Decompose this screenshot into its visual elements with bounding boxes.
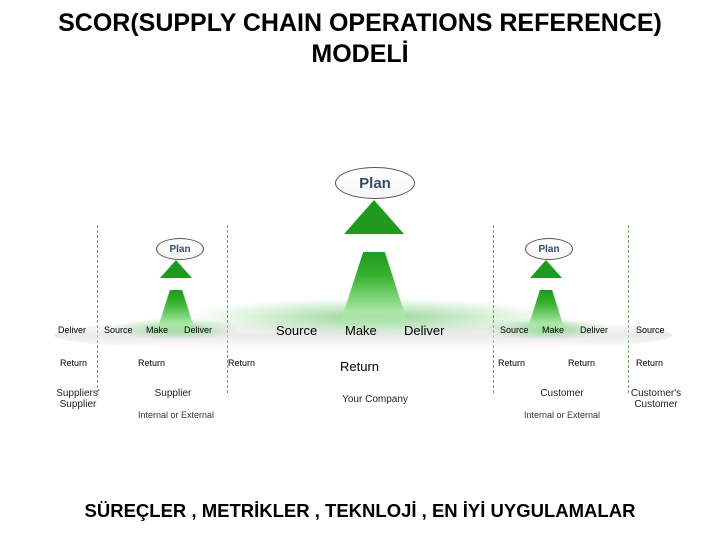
divider (97, 225, 98, 393)
arrow-up-right (526, 260, 566, 334)
scor-diagram: Plan Plan Plan Source Make Deliver Retur… (0, 110, 720, 450)
process-return: Return (340, 359, 379, 374)
process-return-sm: Return (228, 358, 255, 368)
plan-label: Plan (169, 244, 190, 255)
process-return-sm: Return (60, 358, 87, 368)
plan-label: Plan (359, 175, 391, 192)
process-deliver-sm: Deliver (58, 325, 86, 335)
plan-oval-left: Plan (156, 238, 204, 260)
divider (628, 225, 629, 393)
process-return-sm: Return (498, 358, 525, 368)
arrow-up-main (338, 200, 410, 330)
process-source-sm: Source (500, 325, 529, 335)
entity-suppliers-supplier: Suppliers' Supplier (48, 388, 108, 410)
internal-external-left: Internal or External (126, 410, 226, 420)
title-line-2: MODELİ (311, 40, 408, 68)
process-make: Make (345, 323, 377, 338)
process-return-sm: Return (636, 358, 663, 368)
process-deliver: Deliver (404, 323, 444, 338)
internal-external-right: Internal or External (512, 410, 612, 420)
plan-oval-right: Plan (525, 238, 573, 260)
footer-text: SÜREÇLER , METRİKLER , TEKNLOJİ , EN İYİ… (0, 500, 720, 522)
process-return-sm: Return (568, 358, 595, 368)
entity-customer: Customer (522, 388, 602, 399)
plan-oval-main: Plan (335, 167, 415, 199)
entity-your-company: Your Company (320, 394, 430, 405)
entity-customers-customer: Customer's Customer (620, 388, 692, 410)
page-title: SCOR(SUPPLY CHAIN OPERATIONS REFERENCE) … (0, 8, 720, 71)
arrow-up-left (156, 260, 196, 334)
entity-supplier: Supplier (138, 388, 208, 399)
process-make-sm: Make (146, 325, 168, 335)
process-make-sm: Make (542, 325, 564, 335)
title-line-1: SCOR(SUPPLY CHAIN OPERATIONS REFERENCE) (58, 9, 662, 37)
process-deliver-sm: Deliver (580, 325, 608, 335)
process-source-sm: Source (104, 325, 133, 335)
process-source: Source (276, 323, 317, 338)
process-source-sm: Source (636, 325, 665, 335)
plan-label: Plan (538, 244, 559, 255)
process-deliver-sm: Deliver (184, 325, 212, 335)
process-return-sm: Return (138, 358, 165, 368)
